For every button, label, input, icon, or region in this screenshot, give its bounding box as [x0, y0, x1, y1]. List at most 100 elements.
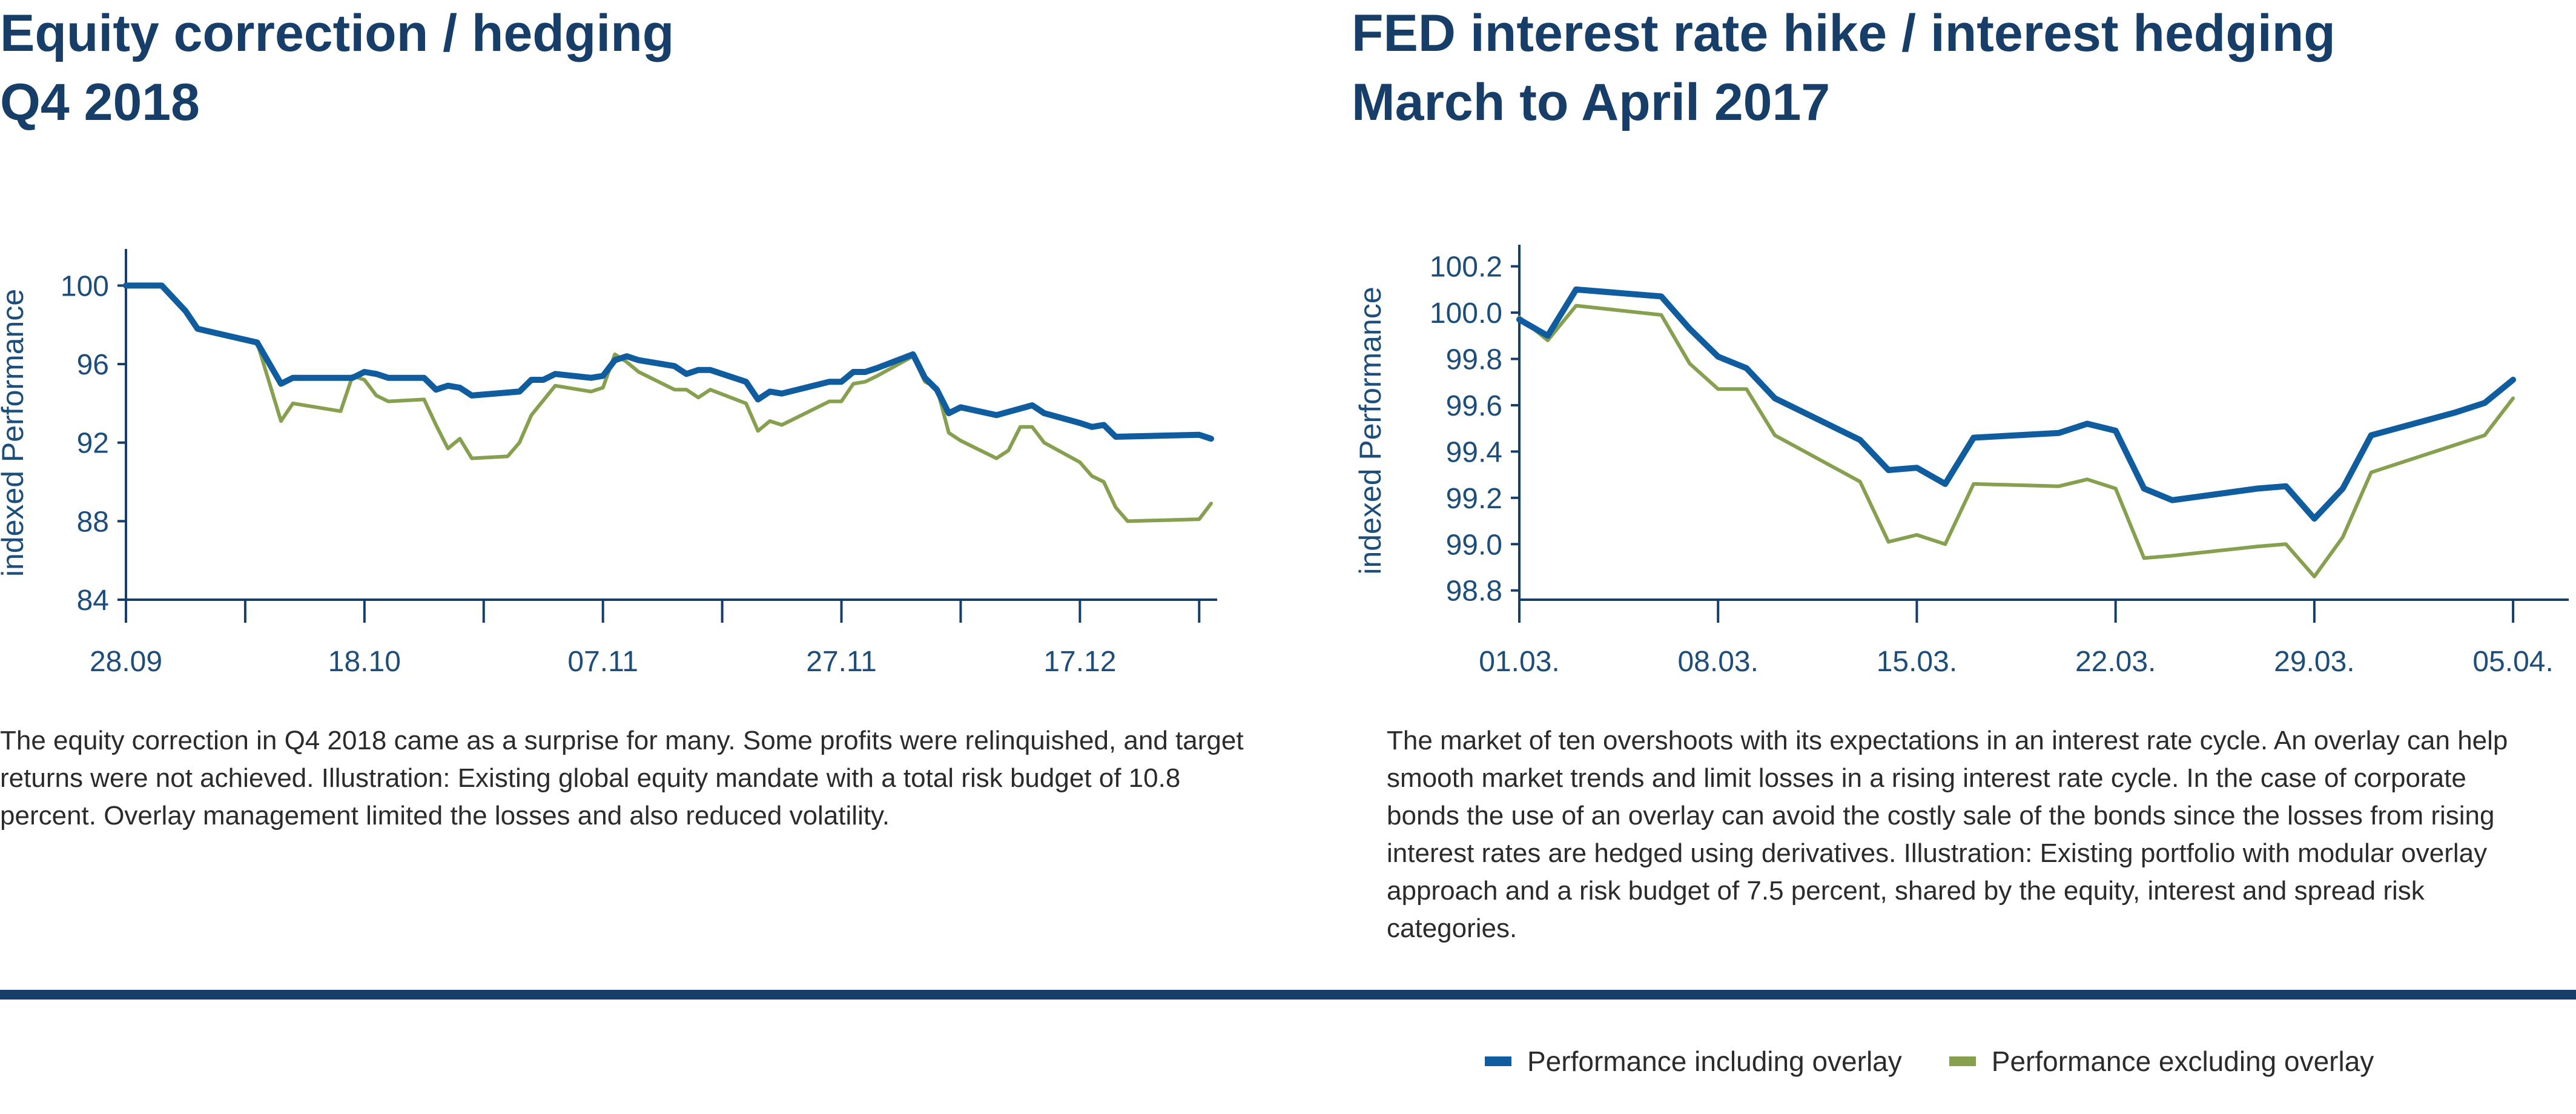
point-excluding-overlay [447, 448, 449, 449]
legend-swatch-with-overlay [1485, 1056, 1511, 1066]
y-tick-label: 100.2 [1430, 251, 1502, 283]
y-tick-label: 99.8 [1446, 344, 1502, 376]
point-including-overlay [1115, 436, 1117, 437]
point-excluding-overlay [829, 401, 830, 402]
point-including-overlay [125, 285, 127, 286]
legend: Performance including overlay Performanc… [1485, 1043, 2421, 1079]
point-excluding-overlay [2512, 397, 2514, 399]
y-tick-label: 99.4 [1446, 436, 1502, 468]
point-excluding-overlay [996, 458, 997, 459]
chart-title-line1: Equity correction / hedging [0, 4, 675, 62]
series-including-overlay [123, 282, 1214, 442]
point-including-overlay [1774, 397, 1775, 399]
point-excluding-overlay [2115, 488, 2116, 489]
x-tick-label: 07.11 [567, 646, 638, 678]
legend-label-with-overlay: Performance including overlay [1527, 1046, 1902, 1077]
chart-title-fed: FED interest rate hike / interest hedgin… [1352, 0, 2336, 137]
legend-item-with-overlay: Performance including overlay [1485, 1045, 1902, 1078]
y-tick-label: 96 [77, 349, 109, 381]
divider-bar [0, 990, 2576, 1000]
point-including-overlay [2512, 379, 2514, 380]
point-including-overlay [543, 379, 544, 380]
point-excluding-overlay [1973, 483, 1974, 485]
point-including-overlay [530, 379, 532, 380]
point-including-overlay [280, 383, 282, 385]
point-excluding-overlay [590, 391, 592, 392]
point-excluding-overlay [1689, 363, 1690, 364]
point-including-overlay [1888, 469, 1889, 471]
x-tick-label: 28.09 [90, 646, 162, 678]
line-excluding-overlay [124, 283, 1213, 523]
point-including-overlay [352, 377, 353, 379]
point-excluding-overlay [1198, 519, 1200, 520]
point-including-overlay [1660, 296, 1662, 297]
x-tick-label: 08.03. [1677, 646, 1758, 678]
point-including-overlay [197, 328, 198, 330]
point-including-overlay [388, 377, 389, 379]
line-including-overlay [1516, 286, 2517, 522]
equity-performance-chart: indexed Performance 84 88 92 96 100 28.09 18.10… [0, 249, 1217, 678]
point-excluding-overlay [2455, 444, 2457, 445]
point-including-overlay [996, 414, 997, 416]
x-tick-label: 29.03. [2274, 646, 2354, 678]
point-including-overlay [364, 371, 365, 373]
point-excluding-overlay [2285, 543, 2287, 545]
point-excluding-overlay [1008, 450, 1009, 451]
x-tick-label: 27.11 [806, 646, 877, 678]
point-including-overlay [1689, 328, 1690, 330]
y-tick-label: 99.2 [1446, 483, 1502, 515]
point-including-overlay [328, 377, 329, 379]
series-including-overlay [1516, 286, 2517, 522]
point-including-overlay [292, 377, 294, 379]
point-excluding-overlay [1717, 388, 1719, 390]
y-tick-label: 100.0 [1430, 297, 1502, 330]
y-axis-title: indexed Performance [0, 289, 30, 577]
point-excluding-overlay [2171, 555, 2173, 557]
x-tick-label: 15.03. [1877, 646, 1957, 678]
point-including-overlay [1043, 413, 1045, 414]
y-tick-label: 98.8 [1446, 575, 1502, 608]
y-tick-label: 99.0 [1446, 529, 1502, 561]
point-including-overlay [590, 377, 592, 379]
y-axis-title: indexed Performance [1353, 287, 1387, 574]
point-excluding-overlay [1115, 507, 1117, 508]
point-including-overlay [2257, 488, 2258, 489]
x-tick-label: 22.03. [2075, 646, 2156, 678]
point-including-overlay [960, 406, 962, 408]
point-including-overlay [1198, 434, 1200, 436]
fed-performance-chart: indexed Performance 98.8 99.0 99.2 99.4 99.6 9… [1353, 245, 2569, 678]
line-excluding-overlay [1518, 303, 2515, 579]
point-including-overlay [948, 413, 949, 414]
point-excluding-overlay [841, 401, 842, 402]
point-excluding-overlay [1746, 388, 1747, 390]
point-excluding-overlay [853, 383, 854, 385]
point-including-overlay [2342, 488, 2343, 489]
series-excluding-overlay [124, 283, 1213, 523]
point-excluding-overlay [1944, 543, 1946, 545]
legend-item-without-overlay: Performance excluding overlay [1949, 1045, 2374, 1078]
y-tick-label: 88 [77, 506, 109, 538]
caption-fed: The market of ten overshoots with its ex… [1387, 726, 2508, 943]
point-including-overlay [447, 385, 449, 386]
point-excluding-overlay [519, 442, 520, 443]
point-excluding-overlay [2257, 546, 2258, 547]
chart-title-line2: Q4 2018 [0, 73, 200, 131]
point-excluding-overlay [507, 456, 508, 457]
point-including-overlay [2455, 411, 2457, 413]
chart-title-equity: Equity correction / hedging Q4 2018 [0, 0, 674, 137]
point-excluding-overlay [960, 440, 962, 442]
y-tick-label: 92 [77, 428, 109, 460]
y-tick-label: 84 [77, 585, 109, 617]
legend-label-without-overlay: Performance excluding overlay [1991, 1046, 2374, 1077]
point-excluding-overlay [1043, 442, 1045, 443]
caption-equity: The equity correction in Q4 2018 came as… [0, 726, 1244, 831]
y-tick-label: 99.6 [1446, 390, 1502, 422]
series-excluding-overlay [1518, 303, 2515, 579]
line-including-overlay [123, 282, 1214, 442]
point-excluding-overlay [1660, 314, 1662, 316]
point-including-overlay [2115, 430, 2116, 431]
x-tick-label: 05.04. [2472, 646, 2553, 678]
point-excluding-overlay [375, 395, 377, 396]
point-including-overlay [1717, 356, 1719, 357]
x-tick-label: 01.03. [1479, 646, 1559, 678]
